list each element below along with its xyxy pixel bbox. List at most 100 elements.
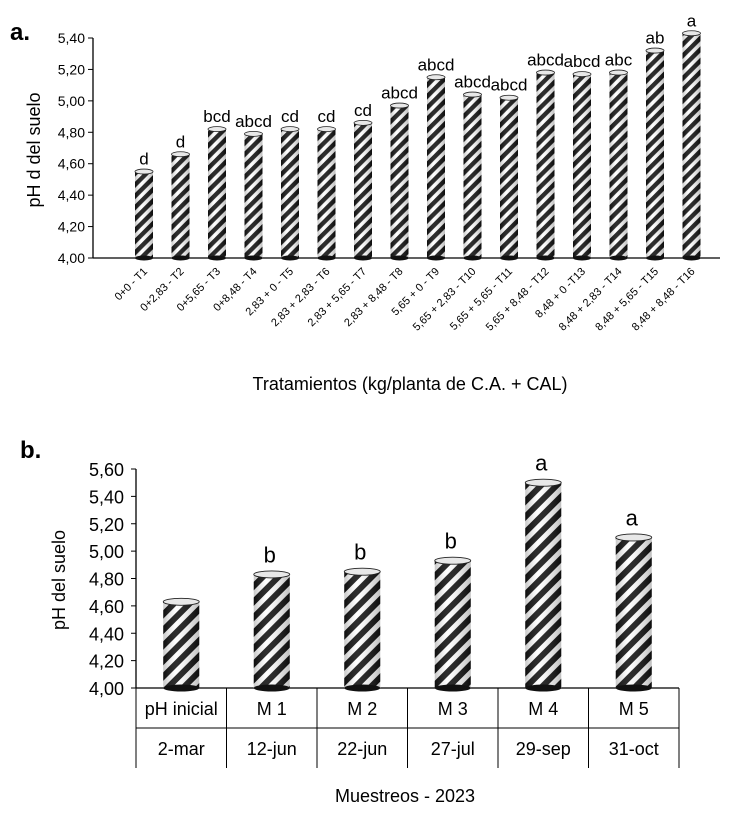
bar-top-cap xyxy=(572,71,592,78)
bar-2 xyxy=(253,570,291,692)
bar-13 xyxy=(572,71,592,261)
bar-top-cap xyxy=(343,567,381,576)
bar-base-cap xyxy=(609,255,628,261)
bar-base-cap xyxy=(344,684,381,692)
bar-shading xyxy=(434,560,471,688)
y-tick-label: 5,60 xyxy=(89,460,124,480)
y-axis-label-b: pH del suelo xyxy=(49,530,69,630)
bar-base-cap xyxy=(317,255,336,261)
bar-shading xyxy=(171,154,190,258)
bar-4 xyxy=(244,130,263,261)
bar-top-cap xyxy=(317,126,336,133)
bar-top-cap xyxy=(536,69,555,76)
bar-6 xyxy=(615,533,653,692)
bar-shading xyxy=(317,129,336,258)
y-tick-label: 4,40 xyxy=(58,187,85,203)
bar-top-cap xyxy=(162,597,200,606)
x-category-label: pH inicial xyxy=(145,699,218,719)
significance-letter: a xyxy=(626,505,639,530)
y-tick-label: 4,40 xyxy=(89,624,124,644)
bar-base-cap xyxy=(390,255,409,261)
x-axis-label-b: Muestreos - 2023 xyxy=(335,786,475,806)
bar-12 xyxy=(536,69,555,261)
x-date-label: 12-jun xyxy=(247,739,297,759)
y-tick-label: 5,20 xyxy=(58,61,85,77)
bar-shading xyxy=(208,129,226,258)
bar-1 xyxy=(134,168,154,261)
bar-top-cap xyxy=(390,102,409,109)
bar-top-cap xyxy=(171,151,190,158)
bar-shading xyxy=(244,133,263,258)
bar-shading xyxy=(682,33,701,259)
bar-11 xyxy=(499,94,519,261)
bar-top-cap xyxy=(434,556,472,565)
x-tick-label: 8,48 + 5,65 - T15 xyxy=(593,266,661,334)
x-category-label: M 4 xyxy=(528,699,558,719)
bar-shading xyxy=(500,97,518,258)
bar-base-cap xyxy=(281,255,299,261)
bar-6 xyxy=(317,126,336,261)
significance-letter: b xyxy=(264,542,276,567)
bar-base-cap xyxy=(615,684,652,692)
x-date-label: 31-oct xyxy=(609,739,659,759)
bar-shading xyxy=(344,571,381,688)
significance-letter: abcd xyxy=(235,112,272,131)
panel-label-b: b. xyxy=(20,437,41,464)
x-axis-label-a: Tratamientos (kg/planta de C.A. + CAL) xyxy=(253,374,568,394)
significance-letter: b xyxy=(445,529,457,554)
significance-letter: d xyxy=(176,132,185,151)
x-category-label: M 2 xyxy=(347,699,377,719)
bar-shading xyxy=(427,77,445,259)
bar-shading xyxy=(615,537,652,688)
bar-shading xyxy=(163,601,200,688)
bar-5 xyxy=(524,478,562,692)
x-tick-label: 5,65 + 2,83 - T10 xyxy=(411,266,479,334)
x-tick-label: 0+0 - T1 xyxy=(113,266,151,304)
bar-base-cap xyxy=(525,684,562,692)
bar-base-cap xyxy=(253,684,290,692)
bar-shading xyxy=(390,105,409,258)
panel-label-a: a. xyxy=(10,19,30,46)
bar-base-cap xyxy=(463,255,482,261)
bar-top-cap xyxy=(524,478,562,487)
significance-letter: abcd xyxy=(454,73,491,92)
bar-2 xyxy=(171,151,190,261)
bar-15 xyxy=(645,47,665,261)
bar-9 xyxy=(426,74,446,261)
y-tick-label: 4,80 xyxy=(89,570,124,590)
bar-shading xyxy=(573,74,591,259)
bar-base-cap xyxy=(163,684,200,692)
bar-shading xyxy=(646,50,664,259)
significance-letter: cd xyxy=(354,101,372,120)
x-date-label: 2-mar xyxy=(158,739,205,759)
bar-shading xyxy=(525,482,562,688)
significance-letter: d xyxy=(139,150,148,169)
x-date-label: 22-jun xyxy=(337,739,387,759)
bar-top-cap xyxy=(253,570,291,579)
bar-top-cap xyxy=(609,69,628,76)
bar-3 xyxy=(207,126,227,261)
bar-shading xyxy=(354,122,372,258)
significance-letter: abc xyxy=(605,51,633,70)
bar-top-cap xyxy=(244,130,263,137)
bar-base-cap xyxy=(135,255,153,261)
significance-letter: ab xyxy=(646,29,665,48)
significance-letter: bcd xyxy=(203,107,230,126)
significance-letter: abcd xyxy=(381,84,418,103)
bar-16 xyxy=(682,30,701,261)
bar-base-cap xyxy=(208,255,226,261)
bar-base-cap xyxy=(171,255,190,261)
bar-base-cap xyxy=(536,255,555,261)
significance-letter: abcd xyxy=(491,76,528,95)
bar-shading xyxy=(281,129,299,258)
bar-top-cap xyxy=(207,126,227,133)
x-category-label: M 1 xyxy=(257,699,287,719)
significance-letter: cd xyxy=(318,107,336,126)
y-tick-label: 4,00 xyxy=(58,250,85,266)
bar-top-cap xyxy=(463,91,482,98)
x-tick-label: 5,65 + 8,48 - T12 xyxy=(484,266,552,334)
y-tick-label: 4,60 xyxy=(58,156,85,172)
x-date-label: 27-jul xyxy=(431,739,475,759)
bar-shading xyxy=(463,94,482,258)
x-date-label: 29-sep xyxy=(516,739,571,759)
